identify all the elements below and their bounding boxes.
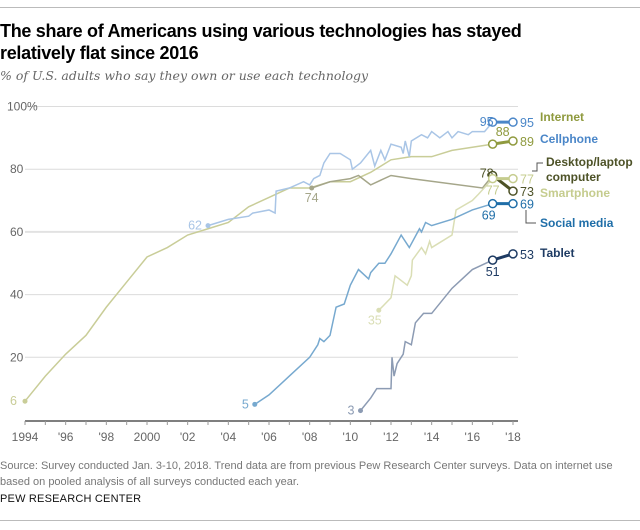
point-2018 bbox=[508, 249, 518, 259]
label-2017: 95 bbox=[480, 115, 494, 129]
point-2018 bbox=[508, 117, 518, 127]
x-tick-label: '02 bbox=[180, 430, 196, 444]
point-2018 bbox=[508, 173, 518, 184]
y-tick-label: 80 bbox=[10, 162, 24, 176]
series-name-label: Internet bbox=[540, 110, 584, 124]
start-point bbox=[22, 398, 28, 404]
x-tick-label: '14 bbox=[424, 430, 440, 444]
start-label: 62 bbox=[188, 219, 202, 233]
label-2017: 77 bbox=[486, 184, 500, 198]
start-point bbox=[376, 307, 382, 313]
x-tick-label: '08 bbox=[302, 430, 318, 444]
start-point bbox=[309, 185, 315, 191]
label-2017: 51 bbox=[486, 265, 500, 279]
start-label: 6 bbox=[10, 394, 17, 408]
series-line-smartphone bbox=[378, 178, 494, 311]
series-line-desktop-laptop-computer bbox=[311, 174, 494, 189]
series-line-social-media bbox=[254, 202, 493, 405]
brand-label: PEW RESEARCH CENTER bbox=[0, 493, 142, 505]
label-2018: 89 bbox=[520, 135, 534, 149]
x-tick-label: '12 bbox=[383, 430, 399, 444]
y-tick-label: 60 bbox=[10, 225, 24, 239]
label-2018: 77 bbox=[520, 173, 534, 187]
smartphone-connector bbox=[532, 162, 543, 172]
start-point bbox=[205, 223, 211, 229]
series-line-internet bbox=[24, 143, 493, 402]
bottom-rule bbox=[0, 520, 640, 521]
start-label: 74 bbox=[305, 191, 319, 205]
series-line-cellphone bbox=[207, 121, 494, 227]
x-tick-label: '06 bbox=[261, 430, 277, 444]
top-rule bbox=[0, 7, 640, 8]
start-label: 35 bbox=[368, 313, 382, 327]
point-2017 bbox=[487, 139, 498, 149]
y-tick-label: 40 bbox=[10, 288, 24, 302]
series-name-label: Cellphone bbox=[540, 132, 598, 146]
label-2017: 69 bbox=[482, 209, 496, 223]
point-2018 bbox=[508, 198, 518, 209]
x-tick-label: 1994 bbox=[12, 430, 39, 444]
series-name-label: Smartphone bbox=[540, 186, 610, 200]
line-chart: 20 40 60 80 100% 1994 '96 '98 2000 '02 '04 '06 '08 '1… bbox=[7, 100, 633, 445]
start-point bbox=[252, 401, 258, 407]
social-media-connector bbox=[525, 210, 536, 224]
label-2018: 69 bbox=[520, 198, 534, 212]
start-label: 3 bbox=[348, 404, 355, 418]
y-tick-label: 20 bbox=[10, 350, 24, 364]
point-2017 bbox=[487, 117, 498, 127]
point-2017 bbox=[487, 255, 498, 265]
label-2018: 95 bbox=[520, 116, 534, 130]
point-2018 bbox=[508, 136, 518, 146]
x-tick-label: '10 bbox=[343, 430, 359, 444]
source-note: Source: Survey conducted Jan. 3-10, 2018… bbox=[0, 460, 613, 488]
point-2017 bbox=[487, 173, 498, 184]
series-name-label: Tablet bbox=[540, 246, 574, 260]
label-2017: 88 bbox=[496, 125, 510, 139]
label-2018: 73 bbox=[520, 185, 534, 199]
point-2017 bbox=[487, 198, 498, 209]
x-tick-label: '16 bbox=[465, 430, 481, 444]
x-tick-label: '04 bbox=[221, 430, 237, 444]
x-tick-label: '18 bbox=[505, 430, 521, 444]
x-tick-label: '96 bbox=[58, 430, 74, 444]
point-2018 bbox=[508, 186, 518, 196]
chart-subtitle: % of U.S. adults who say they own or use… bbox=[0, 68, 369, 83]
y-tick-label: 100% bbox=[7, 100, 38, 114]
start-label: 5 bbox=[242, 397, 249, 411]
series-name-label: Social media bbox=[540, 216, 614, 230]
chart-title: The share of Americans using various tec… bbox=[0, 21, 522, 63]
series-name-label: Desktop/laptop computer bbox=[546, 155, 633, 184]
series-line-tablet bbox=[359, 259, 493, 412]
x-tick-label: 2000 bbox=[134, 430, 161, 444]
start-point bbox=[358, 408, 363, 414]
x-tick-label: '98 bbox=[99, 430, 115, 444]
label-2018: 53 bbox=[520, 248, 534, 262]
